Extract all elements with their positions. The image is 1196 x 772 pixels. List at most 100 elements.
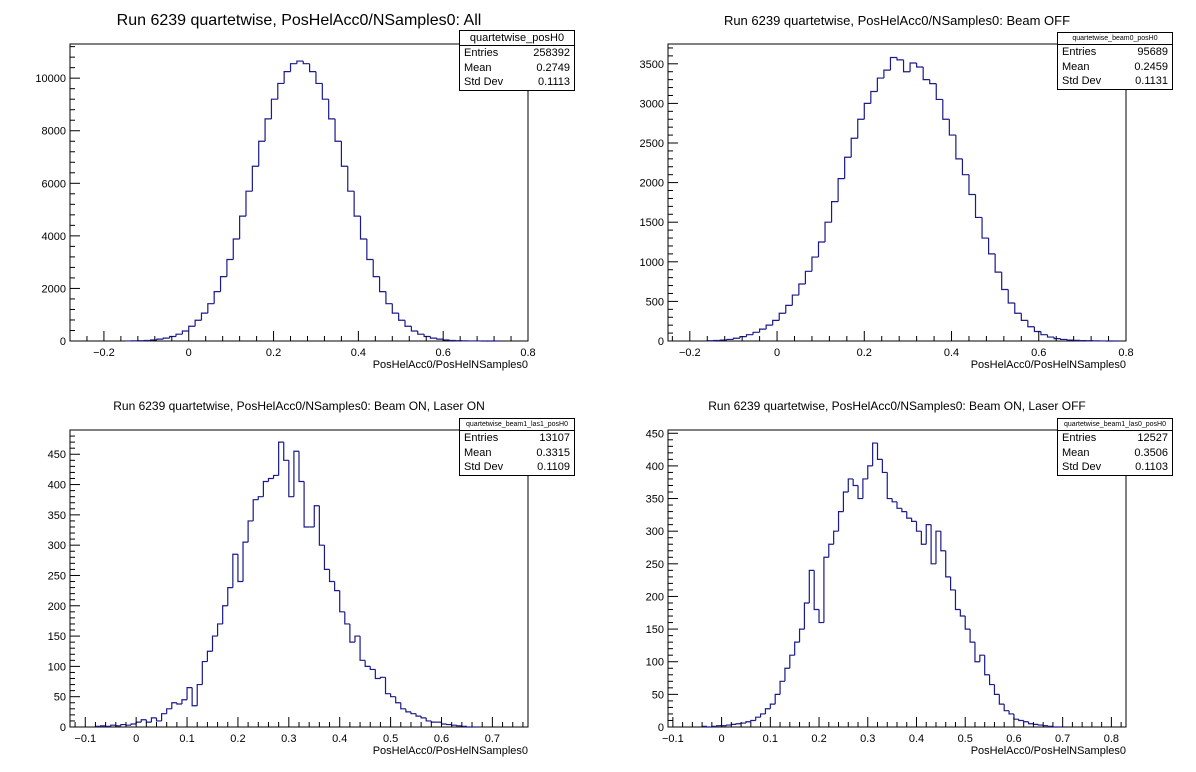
histogram-bin [1003, 704, 1010, 712]
histogram-bin [955, 135, 963, 160]
histogram-bin [385, 291, 393, 305]
histogram-bin [207, 303, 215, 314]
histogram-bin [811, 256, 819, 272]
histogram-bin [784, 667, 790, 682]
histogram-bin [779, 680, 785, 695]
y-tick-label: 8000 [42, 126, 66, 138]
stats-row-mean: Mean 0.2749 [460, 61, 574, 76]
histogram-bin [150, 717, 157, 723]
y-tick-label: 450 [646, 428, 664, 440]
histogram-bin [1027, 320, 1035, 328]
histogram-bin [130, 723, 137, 726]
histogram-beam-on-laser-on: 0 50 100 150 200 250 300 350 400 450 −0.1 0 0.1 0.2 0.… [48, 429, 529, 757]
y-tick-label: 500 [646, 296, 664, 308]
histogram-bin [120, 723, 126, 726]
x-tick-label: 0.2 [266, 347, 281, 359]
x-tick-label: 0.8 [1118, 347, 1133, 359]
histogram-bin [145, 719, 152, 723]
histogram-bin [833, 530, 839, 545]
histogram-bin [288, 460, 294, 498]
stats-row-entries: Entries 95689 [1058, 45, 1172, 60]
x-tick-label: 0.2 [230, 733, 245, 745]
x-tick-label: 0.6 [1031, 347, 1046, 359]
histogram-bin [909, 62, 917, 72]
histogram-bin [339, 590, 345, 613]
histogram-bin [410, 711, 417, 715]
histogram-bin [213, 290, 221, 304]
histogram-bin [922, 66, 930, 81]
histogram-bin [166, 708, 172, 714]
stats-box-name: quartetwise_beam1_las1_posH0 [460, 419, 574, 431]
histogram-bin [442, 339, 450, 341]
histogram-bin [289, 63, 297, 72]
histogram-bin [384, 677, 391, 695]
histogram-bin [309, 63, 316, 73]
histogram-bin [176, 702, 182, 705]
histogram-bin [794, 641, 800, 656]
histogram-bin [232, 553, 238, 588]
histogram-pad-beam-on-laser-on: Run 6239 quartetwise, PosHelAcc0/NSample… [0, 386, 598, 772]
histogram-bin [258, 140, 266, 167]
histogram-bin [876, 77, 884, 92]
x-tick-label: 0.3 [860, 733, 875, 745]
histogram-bin [862, 478, 868, 499]
stats-label: Entries [1062, 432, 1097, 444]
stats-value: 12527 [1137, 432, 1168, 444]
stats-label: Entries [1062, 46, 1097, 58]
histogram-bin [99, 725, 106, 727]
histogram-bin [283, 442, 289, 461]
histogram-bin [369, 666, 376, 671]
histogram-bin [440, 722, 447, 725]
histogram-bin [901, 508, 907, 513]
y-tick-label: 200 [48, 601, 66, 613]
y-tick-label: 100 [646, 657, 664, 669]
histogram-bin [993, 684, 1000, 695]
x-axis-title: PosHelAcc0/PosHelNSamples0 [373, 359, 528, 371]
histogram-bin [404, 320, 412, 327]
histogram-bin [200, 312, 208, 321]
histogram-bin [354, 635, 361, 643]
y-tick-label: 10000 [35, 73, 66, 85]
histogram-pad-all: Run 6239 quartetwise, PosHelAcc0/NSample… [0, 0, 598, 386]
histogram-bin [1018, 719, 1024, 722]
histogram-bin [778, 312, 786, 321]
histogram-bin [191, 687, 198, 707]
stats-label: Mean [464, 61, 492, 74]
histogram-bin [410, 326, 418, 332]
histogram-bin [883, 69, 891, 79]
histogram-bin [1047, 725, 1053, 727]
histogram-bin [959, 609, 966, 617]
histogram-bin [302, 61, 310, 65]
y-tick-label: 3000 [640, 98, 664, 110]
histogram-bin [915, 521, 922, 532]
x-tick-label: 0.3 [281, 733, 296, 745]
histogram-bin [417, 331, 425, 335]
histogram-bin [740, 722, 746, 724]
histogram-bin [267, 477, 274, 482]
histogram-bin [847, 478, 854, 493]
x-tick-label: 0.2 [811, 733, 826, 745]
histogram-bin [415, 713, 422, 717]
histogram-bin [226, 258, 234, 277]
histogram-bin [1020, 313, 1028, 322]
histogram-bin [423, 334, 431, 338]
histogram-bin [916, 63, 924, 68]
stats-value: 0.3506 [1134, 446, 1168, 459]
pad-title: Run 6239 quartetwise, PosHelAcc0/NSample… [116, 12, 482, 29]
histogram-bin [813, 570, 820, 611]
histogram-bin [857, 485, 863, 500]
histogram-bin [445, 723, 452, 726]
histogram-bin [981, 217, 989, 239]
x-axis-title: PosHelAcc0/PosHelNSamples0 [373, 745, 528, 757]
stats-box: quartetwise_beam1_las1_posH0 Entries 1310… [459, 418, 575, 476]
histogram-bin [156, 338, 164, 340]
histogram-bin [850, 137, 858, 158]
x-tick-label: 0.1 [763, 733, 778, 745]
x-tick-label: 0.5 [383, 733, 398, 745]
histogram-bin [364, 660, 371, 667]
histogram-bin [730, 723, 737, 726]
histogram-bin [105, 725, 111, 727]
histogram-bin [974, 642, 980, 663]
x-tick-label: 0.6 [434, 733, 449, 745]
stats-value: 13107 [539, 432, 570, 444]
